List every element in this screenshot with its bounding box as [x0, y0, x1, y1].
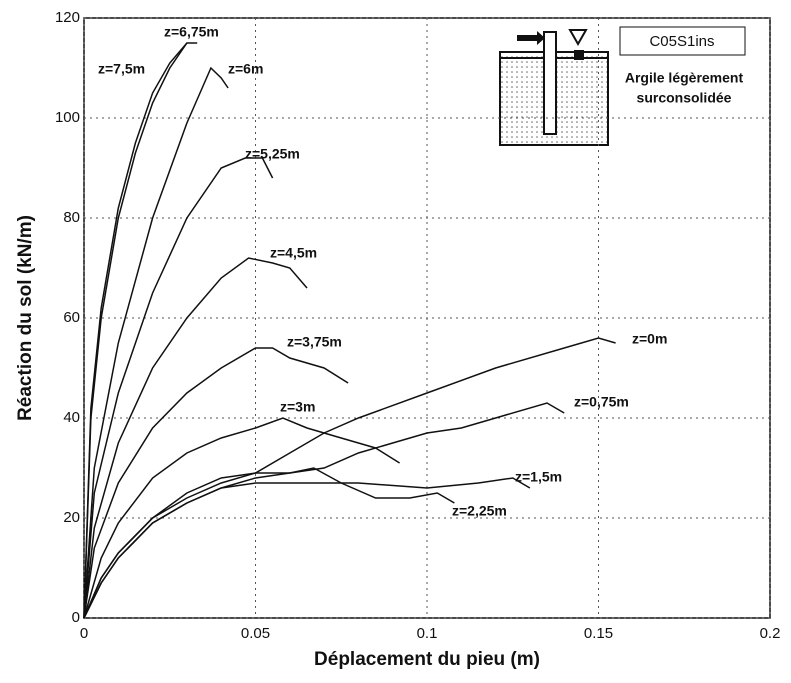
series-line: [83, 157, 274, 619]
series-label: z=4,5m: [270, 245, 317, 261]
x-tick-label: 0.1: [417, 625, 438, 642]
x-tick-label: 0: [80, 625, 88, 642]
series-label: z=3,75m: [287, 334, 342, 350]
code-box: [619, 26, 746, 56]
series-line: [83, 66, 229, 619]
x-tick-label: 0.05: [241, 625, 270, 642]
series-label: z=6,75m: [164, 24, 219, 40]
soil-label: surconsolidée: [637, 90, 732, 106]
y-tick-label: 20: [63, 509, 80, 526]
code-label: C05S1ins: [649, 33, 714, 50]
soil-label: Argile légèrement: [625, 70, 744, 86]
series-line: [83, 467, 455, 619]
load-arrow: [517, 31, 545, 45]
inset: C05S1ins Argile légèrement surconsolidée: [499, 26, 746, 146]
series-label: z=7,5m: [98, 61, 145, 77]
series-line: [83, 42, 188, 619]
x-tick-label: 0.15: [584, 625, 613, 642]
series-label: z=6m: [228, 61, 263, 77]
x-axis-label: Déplacement du pieu (m): [314, 649, 540, 670]
series-line: [83, 417, 400, 619]
series-line: [83, 347, 349, 619]
series-label: z=0,75m: [574, 394, 629, 410]
series-label: z=0m: [632, 331, 667, 347]
water-symbol: [568, 29, 588, 47]
series-line: [83, 257, 308, 619]
series-line: [83, 477, 531, 619]
series-label: z=5,25m: [245, 146, 300, 162]
sensor: [574, 50, 584, 60]
y-tick-label: 60: [63, 309, 80, 326]
series-label: z=3m: [280, 399, 315, 415]
y-tick-label: 0: [72, 609, 80, 626]
y-tick-label: 40: [63, 409, 80, 426]
y-tick-label: 80: [63, 209, 80, 226]
y-axis-label: Réaction du sol (kN/m): [15, 215, 36, 421]
series-line: [83, 42, 198, 619]
series-label: z=2,25m: [452, 503, 507, 519]
y-tick-label: 100: [55, 109, 80, 126]
series-label: z=1,5m: [515, 469, 562, 485]
pile: [543, 31, 557, 135]
y-tick-label: 120: [55, 9, 80, 26]
x-tick-label: 0.2: [760, 625, 781, 642]
